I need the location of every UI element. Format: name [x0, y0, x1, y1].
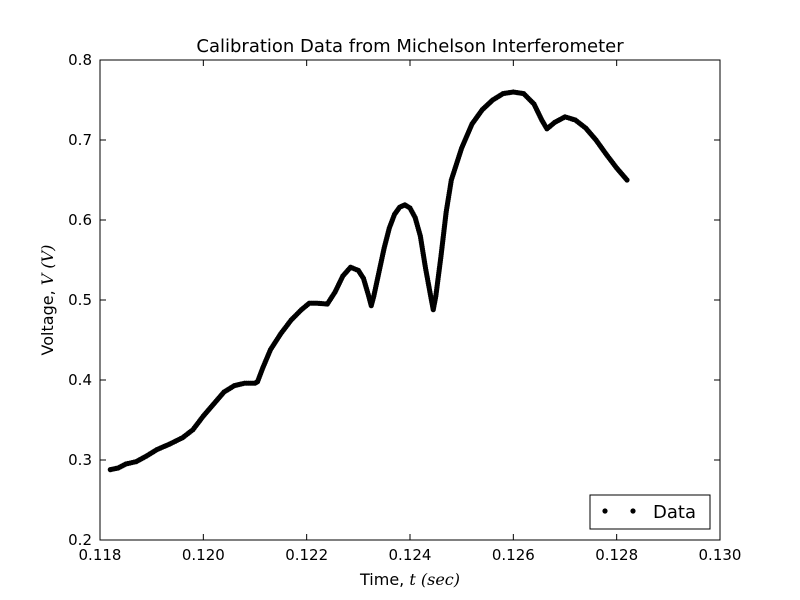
x-tick-label: 0.130	[699, 546, 742, 564]
y-tick-label: 0.6	[68, 211, 92, 229]
x-tick-label: 0.128	[595, 546, 638, 564]
x-tick-label: 0.126	[492, 546, 535, 564]
legend: Data	[589, 494, 711, 530]
x-tick-label: 0.118	[79, 546, 122, 564]
data-point	[624, 177, 630, 183]
y-tick-label: 0.5	[68, 291, 92, 309]
y-tick-label: 0.8	[68, 51, 92, 69]
y-tick-label: 0.4	[68, 371, 92, 389]
data-series	[107, 89, 630, 473]
legend-label: Data	[653, 502, 696, 523]
legend-marker	[602, 508, 608, 514]
x-tick-label: 0.124	[389, 546, 432, 564]
y-axis-label: Voltage, V (V)	[38, 245, 57, 356]
chart-title: Calibration Data from Michelson Interfer…	[196, 36, 624, 57]
x-tick-label: 0.120	[182, 546, 225, 564]
y-tick-label: 0.7	[68, 131, 92, 149]
plot-background	[100, 60, 720, 540]
x-tick-label: 0.122	[285, 546, 328, 564]
y-tick-label: 0.2	[68, 531, 92, 549]
x-axis-ticks: 0.118 0.120 0.122 0.124 0.126 0.128 0.130	[79, 60, 742, 564]
legend-marker	[630, 508, 636, 514]
y-tick-label: 0.3	[68, 451, 92, 469]
x-axis-label: Time, t (sec)	[359, 570, 460, 589]
y-axis-ticks: 0.2 0.3 0.4 0.5 0.6 0.7 0.8	[68, 51, 720, 549]
legend-box	[589, 494, 711, 530]
